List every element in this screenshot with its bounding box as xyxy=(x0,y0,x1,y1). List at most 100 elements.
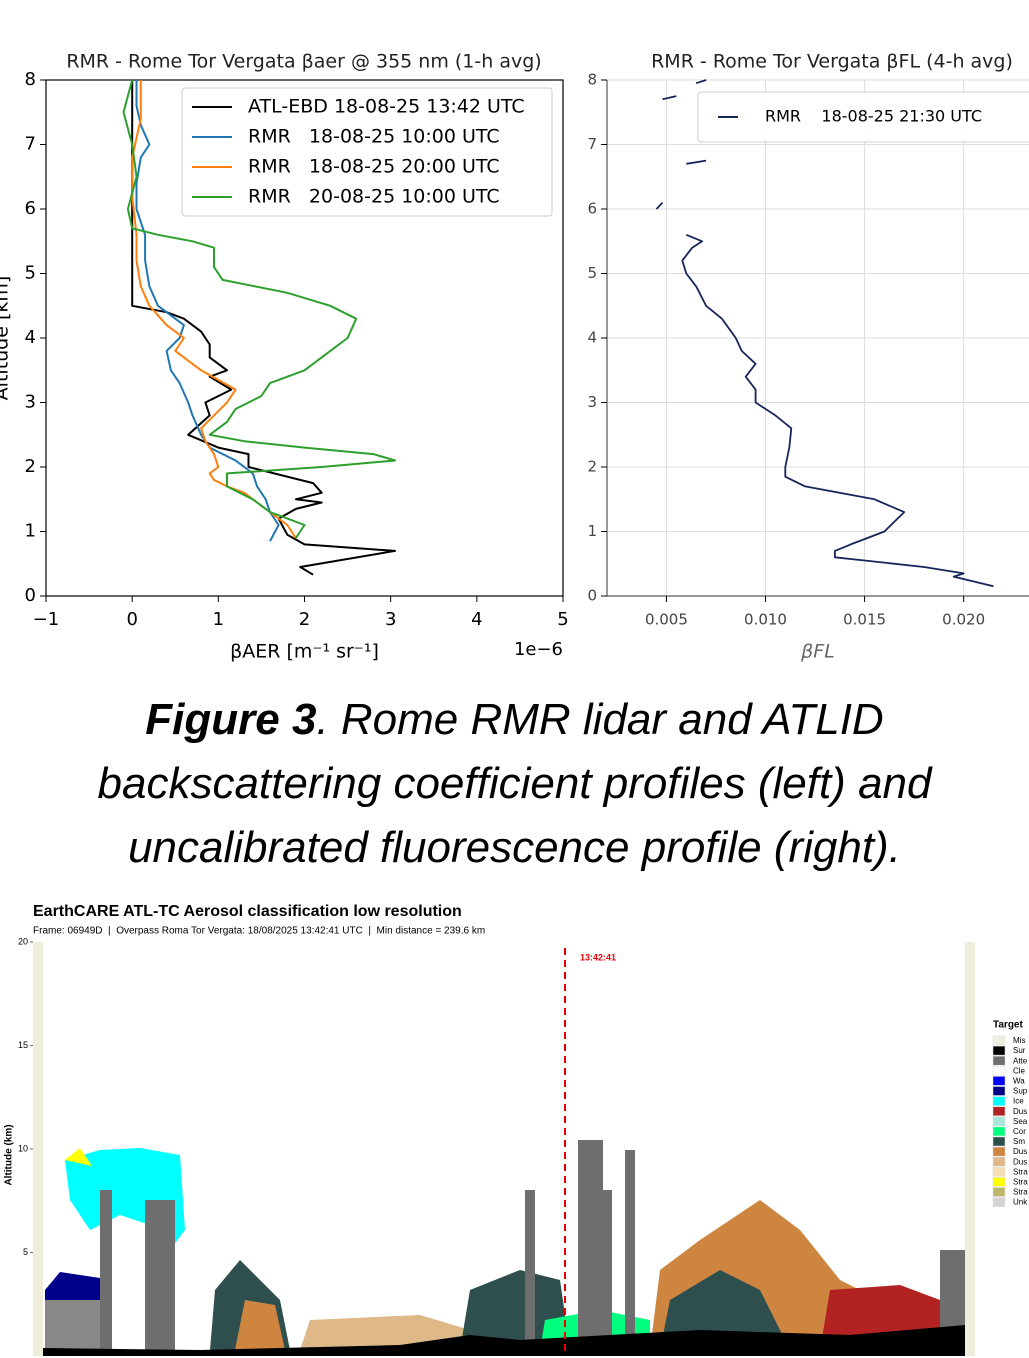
curtain-feature xyxy=(965,942,975,1356)
y-tick-label: 3 xyxy=(25,392,36,413)
x-tick-label: 2 xyxy=(299,609,310,630)
legend-label: Cle xyxy=(1013,1066,1026,1075)
legend-label: Atte xyxy=(1013,1056,1028,1065)
profile-line xyxy=(131,80,396,576)
x-tick-label: −1 xyxy=(33,609,60,630)
legend-label: Mis xyxy=(1013,1036,1025,1045)
legend-label: Cor xyxy=(1013,1127,1026,1136)
legend-swatch xyxy=(992,1035,1006,1046)
y-tick-label: 3 xyxy=(587,393,597,411)
legend-label: RMR 18-08-25 10:00 UTC xyxy=(248,126,500,148)
y-tick-label: 5 xyxy=(25,263,36,284)
curtain-feature xyxy=(525,1190,535,1350)
y-tick-label: 5 xyxy=(23,1247,28,1257)
curtain-feature xyxy=(460,1270,570,1350)
legend-swatch xyxy=(992,1167,1006,1177)
curtain-feature xyxy=(235,1300,285,1350)
curtain-feature xyxy=(600,1190,612,1350)
curtain-feature xyxy=(625,1150,635,1350)
chart-title: EarthCARE ATL-TC Aerosol classification … xyxy=(33,903,462,920)
curtain-feature xyxy=(100,1190,112,1350)
curtain-image xyxy=(33,942,975,1356)
x-axis-label: βFL xyxy=(800,641,835,663)
legend-label: Stra xyxy=(1013,1167,1028,1176)
x-axis-label: βAER [m⁻¹ sr⁻¹] xyxy=(230,641,379,663)
y-tick-label: 8 xyxy=(25,69,36,90)
legend-label: Unk xyxy=(1013,1198,1028,1207)
legend-swatch xyxy=(992,1156,1006,1167)
y-tick-label: 1 xyxy=(25,521,36,542)
annotation: 13:42:41 xyxy=(580,952,616,962)
profile-line xyxy=(135,80,280,542)
y-tick-label: 20 xyxy=(18,936,28,946)
chart-title: RMR - Rome Tor Vergata βaer @ 355 nm (1-… xyxy=(66,51,541,73)
chart: −1 0 1 2 3 4 5 0 1 2 3 4 5 6 7 8 RMR - Rome Tor Vergata … xyxy=(0,51,569,663)
x-tick-label: 1 xyxy=(213,609,224,630)
chart: 0.005 0.010 0.015 0.020 0 1 2 3 4 5 6 7 8 RMR - Rome … xyxy=(587,51,1029,663)
profile-line xyxy=(131,80,297,539)
y-tick-label: 10 xyxy=(18,1143,28,1153)
y-axis-label: Altitude (km) xyxy=(4,1124,15,1185)
caption: Figure 3. Rome RMR lidar and ATLID backs… xyxy=(0,688,1029,880)
x-offset-label: 1e−6 xyxy=(514,639,563,660)
legend-box xyxy=(697,91,1029,143)
x-tick-label: 0 xyxy=(126,609,137,630)
legend-label: Sm xyxy=(1013,1137,1025,1146)
y-tick-label: 2 xyxy=(25,456,36,477)
legend-label: RMR 20-08-25 10:00 UTC xyxy=(248,186,500,208)
curtain-feature xyxy=(578,1140,603,1350)
y-axis-label: Altitude [km] xyxy=(0,276,13,401)
legend-label: RMR 18-08-25 21:30 UTC xyxy=(765,107,982,126)
x-tick-label: 0.020 xyxy=(942,611,985,629)
legend-swatch xyxy=(992,1177,1006,1187)
legend-swatch xyxy=(992,1187,1006,1197)
legend-swatch xyxy=(992,1116,1006,1127)
y-tick-label: 2 xyxy=(587,458,597,476)
y-tick-label: 8 xyxy=(587,71,597,89)
chart-subtitle: Frame: 06949D | Overpass Roma Tor Vergat… xyxy=(33,926,485,937)
legend-label: Dus xyxy=(1013,1147,1027,1156)
caption-text: . Rome RMR lidar and ATLID backscatterin… xyxy=(97,695,932,872)
x-tick-label: 0.005 xyxy=(645,611,688,629)
curtain-feature xyxy=(43,1325,965,1356)
legend-box xyxy=(181,87,553,217)
legend-label: Wa xyxy=(1013,1077,1025,1086)
x-tick-label: 0.015 xyxy=(843,611,886,629)
legend-swatch xyxy=(992,1136,1006,1147)
legend-swatch xyxy=(992,1076,1006,1086)
x-tick-label: 0.010 xyxy=(744,611,787,629)
legend-label: Ice xyxy=(1013,1097,1024,1106)
legend-label: ATL-EBD 18-08-25 13:42 UTC xyxy=(248,96,525,118)
curtain-feature xyxy=(145,1200,175,1350)
x-tick-label: 5 xyxy=(557,609,568,630)
legend-label: Sup xyxy=(1013,1087,1028,1096)
y-tick-label: 7 xyxy=(25,134,36,155)
legend-swatch xyxy=(992,1126,1006,1137)
legend-label: RMR 18-08-25 20:00 UTC xyxy=(248,156,500,178)
legend-swatch xyxy=(992,1086,1006,1096)
legend-label: Dus xyxy=(1013,1107,1027,1116)
legend-label: Dus xyxy=(1013,1157,1027,1166)
legend-title: Target xyxy=(993,1020,1023,1031)
y-tick-label: 0 xyxy=(587,587,597,605)
legend-label: Stra xyxy=(1013,1178,1028,1187)
y-tick-label: 1 xyxy=(587,522,597,540)
chart-title: RMR - Rome Tor Vergata βFL (4-h avg) xyxy=(651,51,1013,73)
y-tick-label: 5 xyxy=(587,264,597,282)
chart: EarthCARE ATL-TC Aerosol classification … xyxy=(4,903,1029,1257)
curtain-feature xyxy=(65,1148,92,1166)
legend-swatch xyxy=(992,1066,1006,1076)
profile-line xyxy=(122,79,396,539)
legend-swatch xyxy=(992,1055,1006,1066)
curtain-feature xyxy=(45,1300,100,1350)
profile-line xyxy=(655,79,994,588)
legend-swatch xyxy=(992,1146,1006,1157)
legend-swatch xyxy=(992,1096,1006,1106)
legend-swatch xyxy=(992,1045,1006,1056)
x-tick-label: 4 xyxy=(471,609,482,630)
y-tick-label: 6 xyxy=(25,198,36,219)
y-tick-label: 0 xyxy=(25,585,36,606)
caption-label: Figure 3 xyxy=(145,695,317,744)
